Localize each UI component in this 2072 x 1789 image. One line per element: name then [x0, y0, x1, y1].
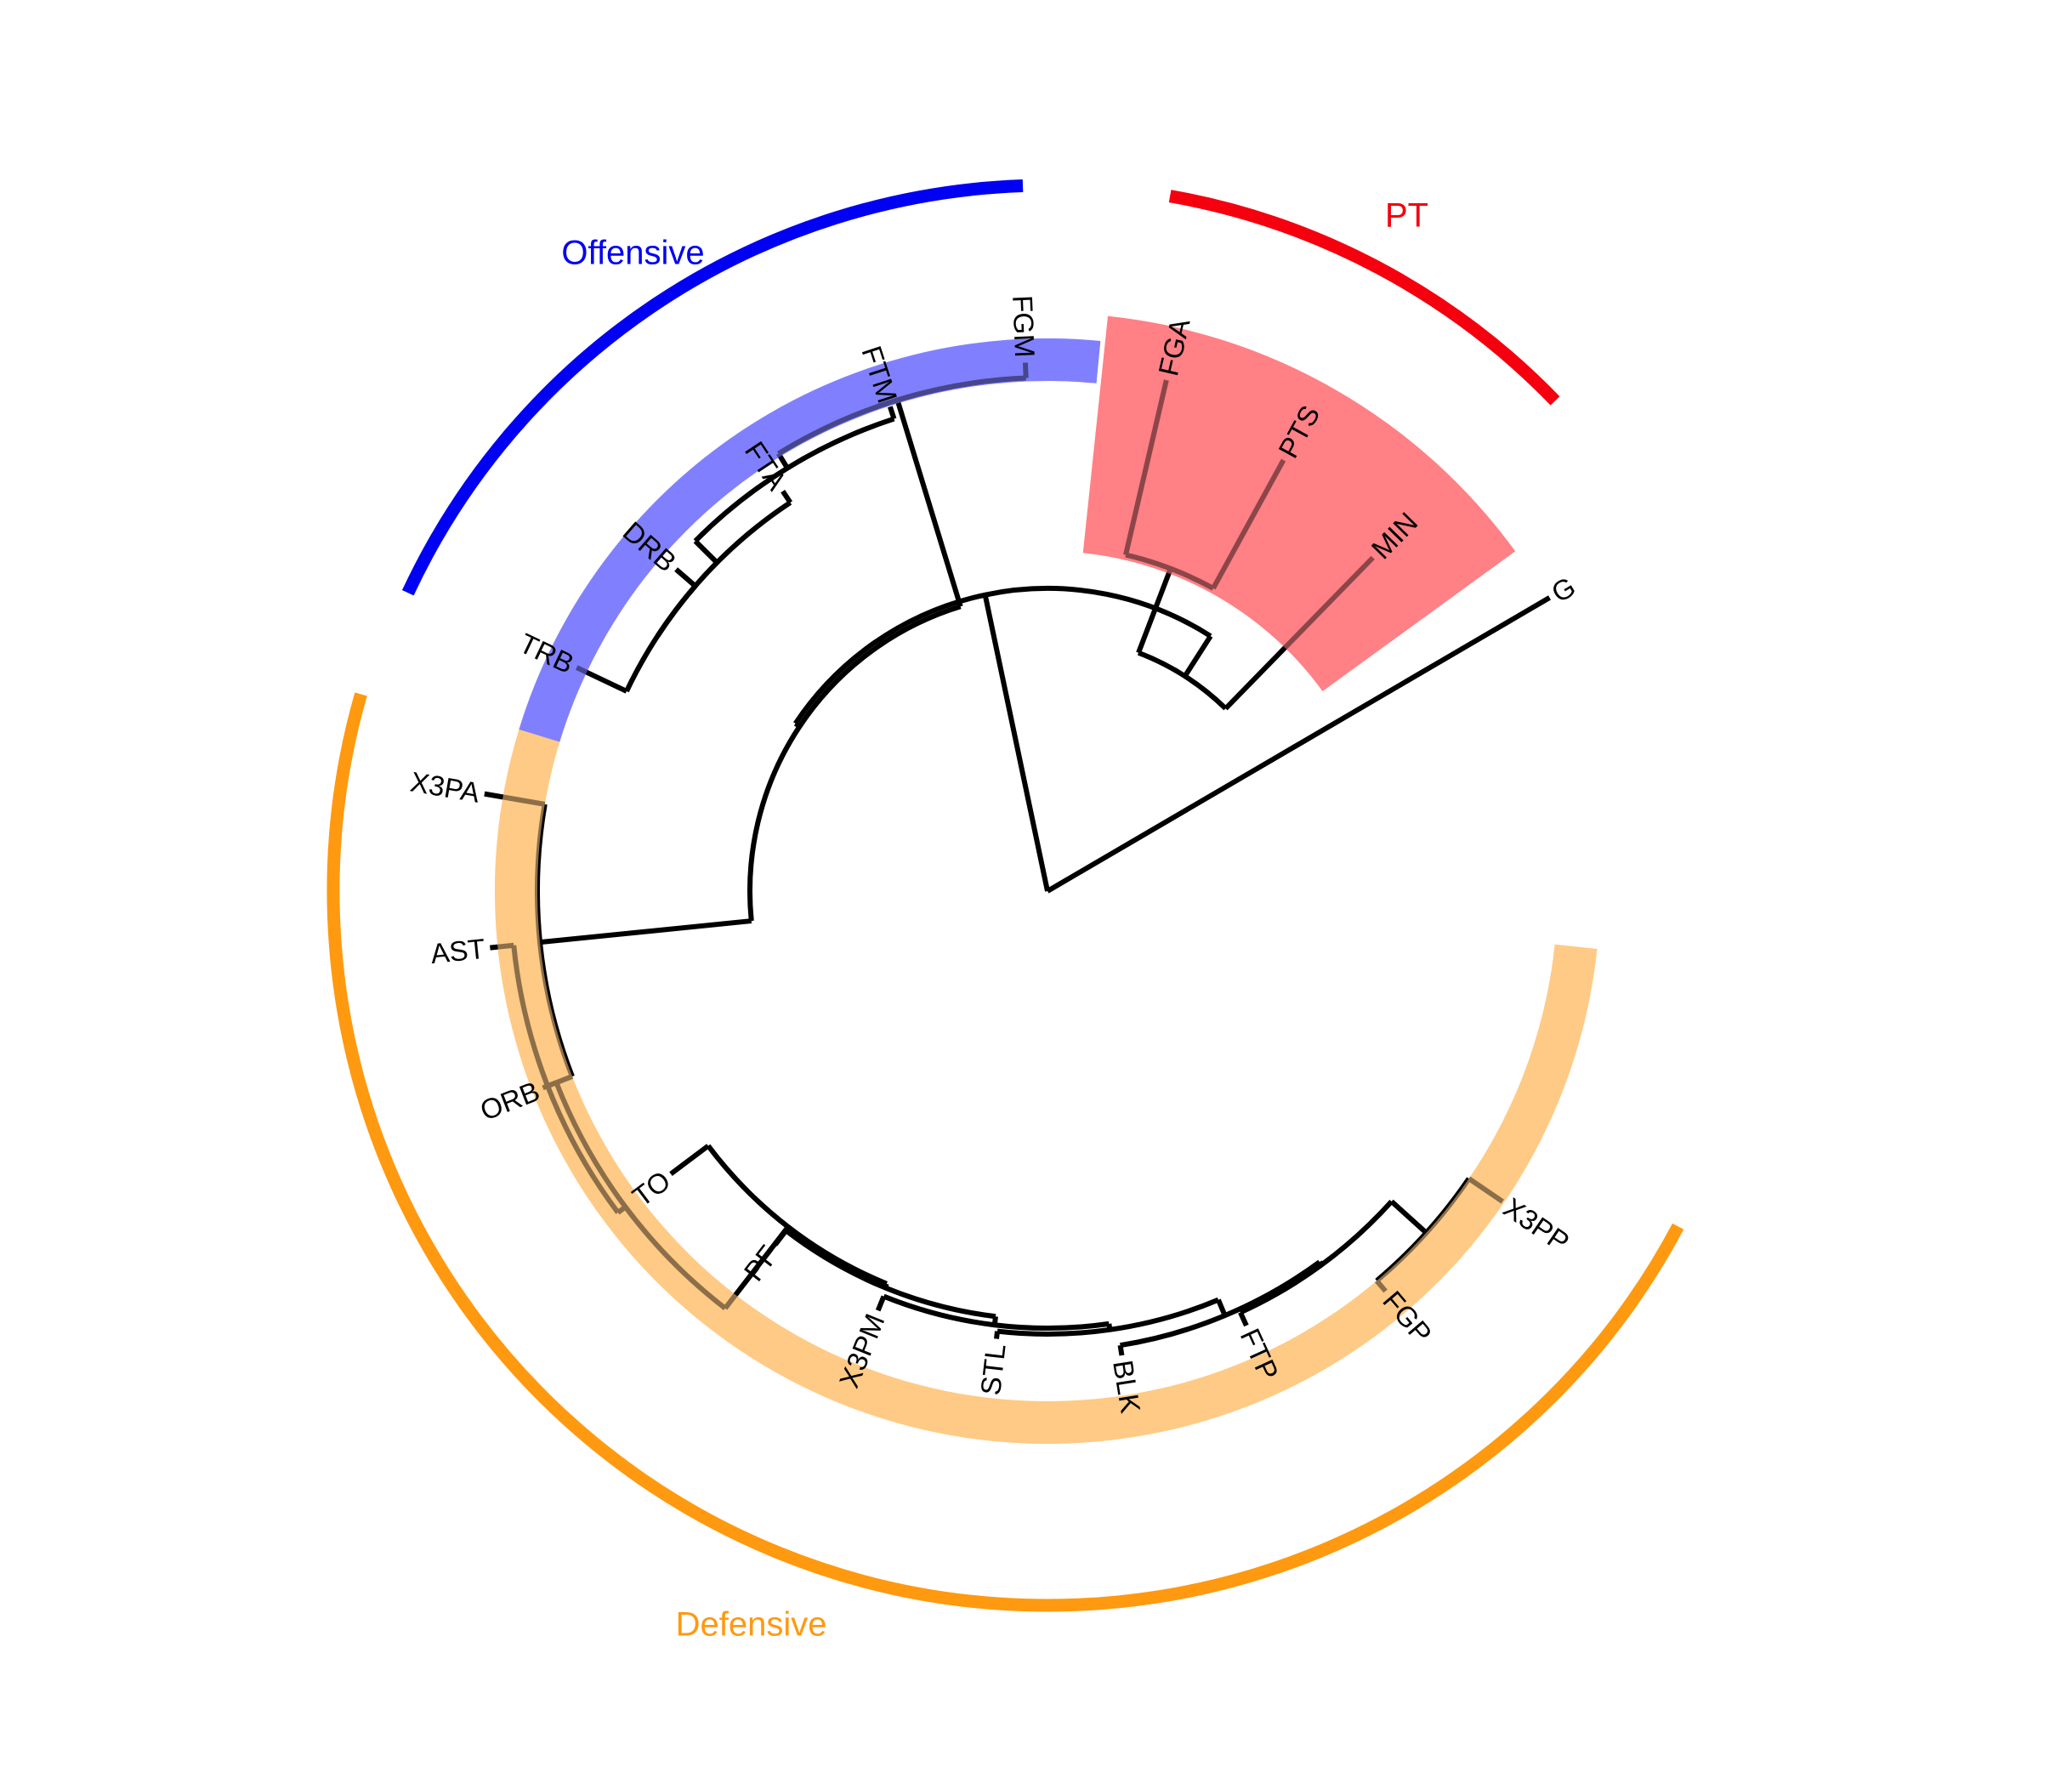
dendrogram-branch	[723, 1225, 791, 1310]
dendrogram-branch	[894, 399, 963, 608]
leaf-label-stl: STL	[974, 1342, 1012, 1396]
dendrogram-branch	[1184, 634, 1213, 674]
dendrogram-branch	[1136, 567, 1173, 654]
leaf-label-fgm: FGM	[1007, 295, 1041, 359]
group-arc-offensive	[401, 179, 1024, 596]
dendrogram-branch	[875, 1295, 887, 1312]
dendrogram-branch	[539, 918, 752, 946]
dendrogram-branch	[693, 539, 719, 565]
group-arcs	[326, 179, 1684, 1612]
group-label-defensive: Defensive	[676, 1605, 827, 1643]
group-label-offensive: Offensive	[561, 234, 704, 271]
dendrogram-branch	[1106, 1323, 1113, 1331]
dendrogram-branch	[1389, 1199, 1428, 1235]
dendrogram-branch	[693, 416, 895, 543]
dendrogram-branch	[655, 500, 792, 638]
dendrogram-branch	[888, 406, 897, 420]
dendrogram-branch	[781, 490, 793, 504]
dendrogram-branch	[669, 1144, 710, 1177]
group-arc-pt	[1168, 190, 1560, 406]
dendrogram-branch	[1238, 1311, 1249, 1327]
dendrogram-branch	[784, 1228, 996, 1320]
cluster-band-overlay-pt	[1082, 315, 1516, 691]
dendrogram-branch	[706, 1144, 888, 1286]
dendrogram-branch	[1183, 671, 1189, 678]
leaf-label-ast: AST	[429, 933, 487, 969]
dendrogram-branch	[991, 1315, 998, 1326]
dendrogram-branch	[1216, 1298, 1228, 1317]
dendrogram-root-branch	[1046, 595, 1552, 894]
leaf-label-orb: ORB	[476, 1075, 544, 1126]
dendrogram-branch	[996, 1297, 1220, 1337]
cluster-band-overlay-offensive	[519, 338, 1101, 742]
leaf-label-x3pa: X3PA	[408, 765, 482, 808]
group-arc-defensive	[326, 692, 1684, 1612]
dendrogram-root-branch	[982, 594, 1050, 892]
dendrogram-branch	[1137, 650, 1228, 711]
leaf-label-x3pp: X3PP	[1498, 1191, 1575, 1258]
dendrogram-branch	[883, 1282, 889, 1289]
leaf-label-g: G	[1546, 571, 1581, 609]
dendrogram-branch	[674, 567, 697, 588]
cluster-band-overlay	[494, 315, 1598, 1445]
dendrogram-branch	[793, 721, 802, 729]
dendrogram-branch	[1117, 1344, 1125, 1356]
dendrogram-branch	[747, 604, 962, 922]
group-labels: PT Offensive Defensive	[561, 196, 1428, 1643]
dendrogram-branch	[994, 1331, 1001, 1339]
dendrogram-branch	[1317, 1260, 1324, 1267]
group-label-pt: PT	[1385, 196, 1428, 234]
